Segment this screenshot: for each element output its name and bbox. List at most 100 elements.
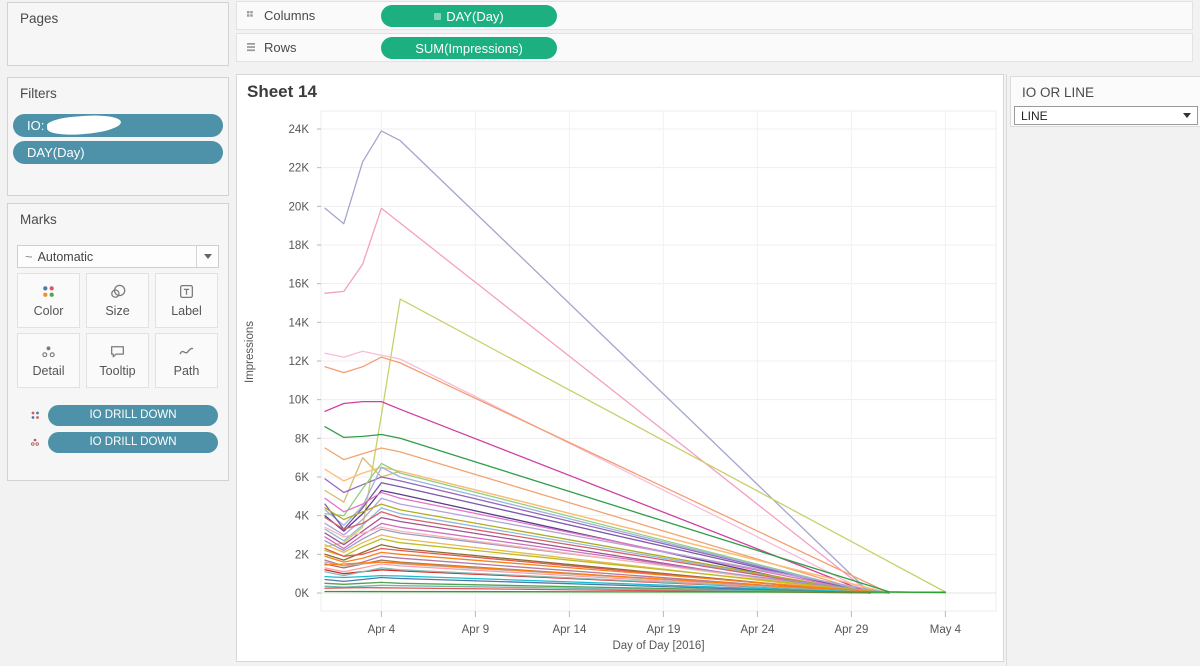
path-button-label: Path [173, 364, 200, 378]
filters-title: Filters [20, 86, 57, 101]
y-tick-label: 16K [289, 279, 310, 291]
series-line[interactable] [324, 298, 947, 593]
series-line[interactable] [324, 491, 871, 594]
series-line[interactable] [324, 350, 871, 594]
series-line[interactable] [324, 544, 871, 594]
series-line[interactable] [324, 563, 871, 594]
series-line[interactable] [324, 400, 871, 594]
marks-pill-label: IO DRILL DOWN [89, 436, 177, 448]
marks-pill-io-drill-down-color[interactable]: IO DRILL DOWN [48, 405, 218, 426]
series-line[interactable] [324, 576, 871, 594]
y-axis-title: Impressions [244, 321, 256, 383]
series-line[interactable] [324, 476, 871, 594]
filter-pill-day-label: DAY(Day) [27, 145, 85, 160]
y-tick-label: 0K [295, 588, 309, 600]
series-line[interactable] [324, 466, 890, 594]
detail-icon [42, 346, 55, 358]
tooltip-button-label: Tooltip [99, 364, 136, 378]
series-line[interactable] [324, 497, 890, 594]
series-line[interactable] [324, 426, 947, 594]
y-tick-label: 4K [295, 511, 309, 523]
series-line[interactable] [324, 522, 871, 594]
series-line[interactable] [324, 567, 890, 594]
x-tick-label: Apr 29 [834, 624, 868, 636]
series-line[interactable] [324, 569, 890, 594]
series-line[interactable] [324, 574, 890, 594]
size-button[interactable]: Size [86, 273, 149, 328]
marks-card: Marks ~ Automatic Color Size [7, 203, 229, 481]
pages-title: Pages [20, 11, 59, 26]
series-line[interactable] [324, 462, 871, 594]
x-tick-label: Apr 9 [462, 624, 490, 636]
detail-button[interactable]: Detail [17, 333, 80, 388]
path-button[interactable]: Path [155, 333, 218, 388]
label-button[interactable]: Label [155, 273, 218, 328]
series-line[interactable] [324, 584, 890, 594]
series-line[interactable] [324, 581, 890, 594]
filter-pill-io[interactable]: IO: [13, 114, 223, 137]
parameter-card: IO OR LINE LINE [1010, 76, 1200, 127]
series-line[interactable] [324, 528, 890, 594]
x-tick-label: Apr 14 [552, 624, 586, 636]
tooltip-button[interactable]: Tooltip [86, 333, 149, 388]
series-line[interactable] [324, 207, 871, 594]
y-tick-label: 8K [295, 433, 309, 445]
pill-context-icon [434, 12, 442, 20]
series-line[interactable] [324, 590, 947, 593]
series-line[interactable] [324, 511, 871, 594]
series-line[interactable] [324, 534, 871, 594]
columns-shelf-icon [247, 11, 253, 17]
y-tick-label: 6K [295, 472, 309, 484]
mark-type-dropdown[interactable]: ~ Automatic [17, 245, 219, 268]
series-line[interactable] [324, 507, 871, 594]
rows-shelf-label: Rows [264, 40, 297, 55]
panel-divider [1006, 74, 1007, 666]
y-tick-label: 24K [289, 124, 310, 136]
mark-type-value: Automatic [37, 249, 94, 264]
series-line[interactable] [324, 466, 871, 594]
mark-type-caret[interactable] [196, 246, 218, 267]
chevron-down-icon [203, 254, 212, 259]
color-button-label: Color [33, 304, 64, 318]
series-line[interactable] [324, 130, 871, 594]
columns-shelf-label: Columns [264, 8, 316, 23]
series-line[interactable] [324, 482, 871, 594]
sheet-card: Sheet 14 Apr 4 Apr 9 Apr 14 Apr 19 Apr 24 Apr… [236, 74, 1004, 662]
series-line[interactable] [324, 547, 871, 594]
series-line[interactable] [324, 516, 853, 594]
y-tick-label: 18K [289, 240, 310, 252]
y-tick-label: 10K [289, 395, 310, 407]
series-line[interactable] [324, 586, 871, 594]
color-on-marks-icon [31, 411, 39, 419]
rows-shelf-icon [247, 43, 255, 52]
columns-shelf: Columns DAY(Day) [236, 1, 1193, 30]
color-icon [43, 286, 54, 297]
sheet-title: Sheet 14 [247, 82, 317, 101]
rows-pill-sum-impressions[interactable]: SUM(Impressions) [381, 37, 557, 59]
io-or-line-value: LINE [1021, 108, 1048, 123]
columns-pill-label: DAY(Day) [446, 8, 504, 24]
x-tick-label: Apr 24 [740, 624, 774, 636]
series-line[interactable] [324, 503, 871, 594]
series-line[interactable] [324, 526, 871, 594]
size-icon [111, 284, 126, 298]
series-line[interactable] [324, 489, 853, 594]
pages-card: Pages [7, 2, 229, 66]
marks-pill-io-drill-down-detail[interactable]: IO DRILL DOWN [48, 432, 218, 453]
y-tick-label: 22K [289, 163, 310, 175]
x-axis-title: Day of Day [2016] [612, 640, 704, 652]
chevron-down-icon [1183, 113, 1191, 118]
filter-pill-day[interactable]: DAY(Day) [13, 141, 223, 164]
series-line[interactable] [324, 356, 890, 594]
columns-pill-day[interactable]: DAY(Day) [381, 5, 557, 27]
color-button[interactable]: Color [17, 273, 80, 328]
series-line[interactable] [324, 551, 890, 594]
y-tick-label: 14K [289, 317, 310, 329]
parameter-title: IO OR LINE [1022, 85, 1095, 100]
series-line[interactable] [324, 447, 871, 594]
y-tick-label: 2K [295, 549, 309, 561]
impressions-line-chart[interactable]: Apr 4 Apr 9 Apr 14 Apr 19 Apr 24 Apr 29 May 4 0… [237, 103, 1003, 661]
io-or-line-select[interactable]: LINE [1014, 106, 1198, 125]
series-line[interactable] [324, 561, 890, 594]
